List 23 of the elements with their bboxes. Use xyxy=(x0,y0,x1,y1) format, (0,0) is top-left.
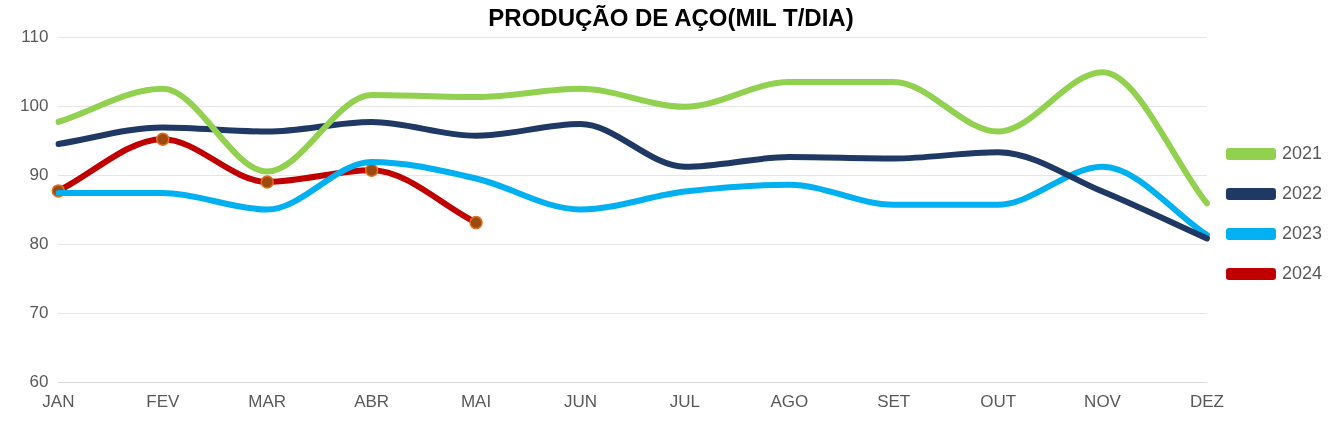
x-tick-label: MAI xyxy=(460,392,492,412)
y-tick-label: 60 xyxy=(29,372,49,392)
legend-label: 2024 xyxy=(1281,262,1322,283)
x-tick-label: ABR xyxy=(354,392,390,412)
x-tick-label: JUN xyxy=(563,392,597,412)
x-tick-label: JAN xyxy=(42,392,75,412)
x-tick-label: MAR xyxy=(248,392,287,412)
y-tick-label: 70 xyxy=(29,303,49,323)
x-tick-label: DEZ xyxy=(1189,392,1224,412)
y-tick-label: 110 xyxy=(21,27,49,47)
legend-label: 2021 xyxy=(1281,142,1322,163)
legend-label: 2023 xyxy=(1281,222,1322,243)
x-tick-label: JUL xyxy=(669,392,700,412)
y-tick-label: 80 xyxy=(29,234,49,254)
x-tick-label: SET xyxy=(877,392,911,412)
legend-label: 2022 xyxy=(1281,182,1322,203)
y-tick-label: 90 xyxy=(29,165,49,185)
x-tick-label: AGO xyxy=(770,392,809,412)
x-tick-label: FEV xyxy=(146,392,180,412)
x-tick-label: NOV xyxy=(1084,392,1122,412)
chart-title: PRODUÇÃO DE AÇO(MIL T/DIA) xyxy=(488,4,854,32)
x-tick-label: OUT xyxy=(980,392,1017,412)
y-tick-label: 100 xyxy=(19,96,49,116)
